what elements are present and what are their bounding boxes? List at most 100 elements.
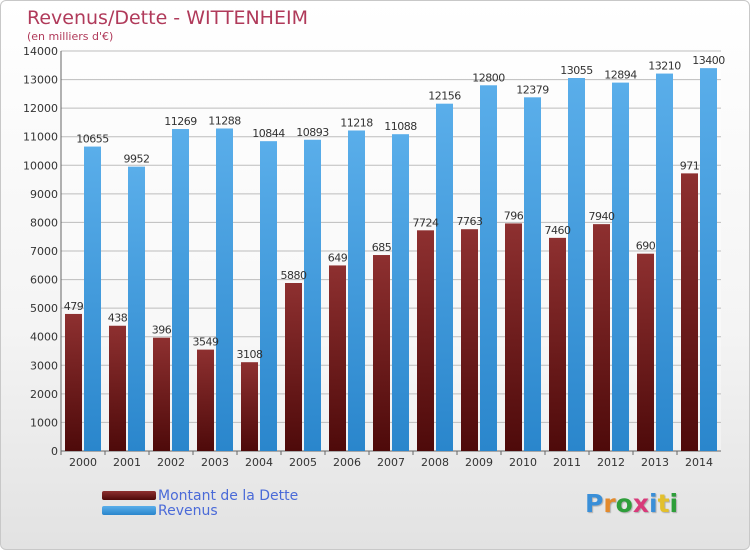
y-tick-label: 3000 bbox=[30, 359, 58, 372]
bar-debt bbox=[681, 173, 698, 451]
y-tick-label: 8000 bbox=[30, 216, 58, 229]
x-tick-label: 2003 bbox=[201, 456, 229, 469]
data-label-revenue: 11288 bbox=[208, 114, 241, 127]
data-label-debt: 685 bbox=[372, 241, 392, 254]
y-tick-label: 10000 bbox=[23, 159, 58, 172]
bar-revenue bbox=[260, 141, 277, 451]
y-tick-label: 9000 bbox=[30, 188, 58, 201]
logo-letter: r bbox=[603, 489, 616, 518]
bar-debt bbox=[505, 223, 522, 451]
data-label-debt: 649 bbox=[328, 251, 348, 264]
x-tick-label: 2005 bbox=[289, 456, 317, 469]
bar-debt bbox=[417, 230, 434, 451]
x-tick-label: 2013 bbox=[641, 456, 669, 469]
x-tick-label: 2008 bbox=[421, 456, 449, 469]
data-label-revenue: 12379 bbox=[516, 83, 549, 96]
legend-item-debt: Montant de la Dette bbox=[102, 488, 298, 504]
legend-item-revenue: Revenus bbox=[102, 502, 298, 519]
data-label-debt: 7763 bbox=[457, 215, 483, 228]
y-tick-label: 13000 bbox=[23, 74, 58, 87]
bar-revenue bbox=[480, 85, 497, 452]
data-label-debt: 3549 bbox=[193, 336, 219, 349]
y-tick-label: 12000 bbox=[23, 102, 58, 115]
data-label-revenue: 12894 bbox=[604, 69, 637, 82]
bar-revenue bbox=[700, 68, 717, 452]
y-tick-label: 1000 bbox=[30, 416, 58, 429]
y-tick-label: 14000 bbox=[23, 45, 58, 58]
bar-debt bbox=[197, 349, 214, 451]
x-tick-label: 2007 bbox=[377, 456, 405, 469]
data-label-revenue: 11218 bbox=[340, 116, 373, 129]
data-label-debt: 3108 bbox=[237, 348, 263, 361]
x-tick-label: 2001 bbox=[113, 456, 141, 469]
data-label-debt: 396 bbox=[152, 324, 172, 337]
x-tick-label: 2004 bbox=[245, 456, 273, 469]
data-label-revenue: 10844 bbox=[252, 127, 285, 140]
data-label-debt: 479 bbox=[64, 300, 84, 313]
data-label-revenue: 10893 bbox=[296, 126, 329, 139]
x-tick-label: 2002 bbox=[157, 456, 185, 469]
legend-swatch-revenue bbox=[102, 506, 156, 515]
grid-layer bbox=[61, 50, 721, 452]
bar-revenue bbox=[568, 78, 585, 451]
bar-revenue bbox=[84, 146, 101, 452]
label-layer: 479 10655 438 9952 396 11269 3549 11288 3108 1084… bbox=[64, 54, 726, 361]
bar-revenue bbox=[128, 166, 145, 451]
bar-debt bbox=[373, 255, 390, 451]
x-tick-label: 2000 bbox=[69, 456, 97, 469]
logo-letter: i bbox=[649, 489, 658, 518]
data-label-revenue: 13210 bbox=[648, 60, 681, 73]
bar-revenue bbox=[216, 128, 233, 451]
y-tick-label: 5000 bbox=[30, 302, 58, 315]
logo-letter: i bbox=[669, 489, 679, 518]
bar-revenue bbox=[436, 103, 453, 451]
logo-letter: t bbox=[657, 489, 670, 518]
data-label-revenue: 11088 bbox=[384, 120, 417, 133]
bar-debt bbox=[285, 283, 302, 451]
data-label-debt: 971 bbox=[680, 159, 700, 172]
bar-debt bbox=[461, 229, 478, 451]
bar-debt bbox=[593, 224, 610, 451]
data-label-debt: 7940 bbox=[589, 210, 615, 223]
logo-letter: o bbox=[615, 489, 633, 518]
axis-layer: 0 1000 2000 3000 4000 5000 6000 7000 8000 9000 100… bbox=[23, 45, 721, 469]
data-label-revenue: 9952 bbox=[124, 153, 150, 166]
logo-letter: x bbox=[632, 489, 649, 518]
y-tick-label: 11000 bbox=[23, 131, 58, 144]
y-tick-label: 2000 bbox=[30, 388, 58, 401]
bar-debt bbox=[65, 313, 82, 451]
data-label-debt: 690 bbox=[636, 240, 656, 253]
legend-swatch-debt bbox=[102, 491, 156, 500]
x-tick-label: 2006 bbox=[333, 456, 361, 469]
bar-revenue bbox=[304, 139, 321, 451]
y-tick-label: 0 bbox=[51, 445, 58, 458]
data-label-revenue: 13055 bbox=[560, 64, 593, 77]
bar-debt bbox=[153, 337, 170, 451]
bar-debt bbox=[329, 265, 346, 451]
data-label-debt: 796 bbox=[504, 209, 524, 222]
bar-debt bbox=[241, 362, 258, 451]
data-label-debt: 7460 bbox=[545, 224, 571, 237]
legend-label-revenue: Revenus bbox=[158, 502, 218, 519]
x-tick-label: 2009 bbox=[465, 456, 493, 469]
bar-revenue bbox=[524, 97, 541, 452]
bar-revenue bbox=[612, 82, 629, 451]
proxiti-logo: Proxiti bbox=[585, 489, 678, 518]
x-tick-label: 2014 bbox=[685, 456, 713, 469]
bar-debt bbox=[549, 237, 566, 451]
bar-revenue bbox=[348, 130, 365, 451]
data-label-revenue: 13400 bbox=[692, 54, 725, 67]
chart-subtitle: (en milliers d'€) bbox=[27, 30, 114, 43]
data-label-revenue: 12156 bbox=[428, 90, 461, 103]
bar-layer bbox=[65, 68, 717, 452]
y-tick-label: 4000 bbox=[30, 331, 58, 344]
data-label-debt: 5880 bbox=[281, 269, 307, 282]
logo-letter: P bbox=[585, 489, 604, 518]
bar-debt bbox=[109, 325, 126, 451]
bar-revenue bbox=[656, 73, 673, 452]
data-label-revenue: 12800 bbox=[472, 71, 505, 84]
data-label-revenue: 10655 bbox=[76, 133, 109, 146]
bar-revenue bbox=[172, 129, 189, 451]
